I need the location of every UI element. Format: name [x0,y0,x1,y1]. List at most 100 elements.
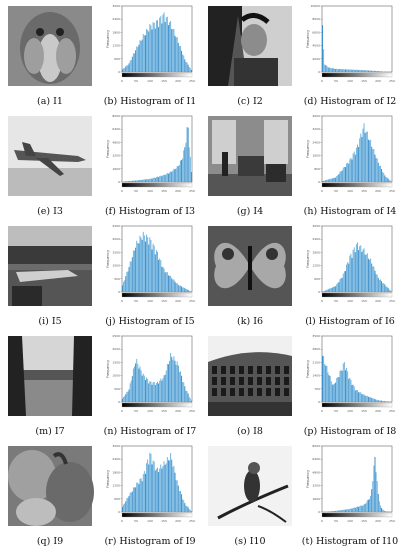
histogram-bar [190,400,192,402]
histogram-bar [182,382,184,402]
y-tick-label: 1400 [312,374,320,378]
histogram-bar [385,511,387,512]
histogram-7: Frequency 0 500 1000 1500 2000 2500 0 50 100 150 20… [106,334,195,413]
figure-row-5: (q) I9 Frequency 0 600 1200 1800 2400 3000 0 50 10… [0,440,402,550]
histogram-panel-I10: Frequency 0 1600 3200 4800 6400 8000 0 50 100 150 2… [300,440,400,550]
image-panel-I8: (o) I8 [200,330,300,440]
histogram-bar [335,382,337,402]
x-tick-label: 200 [375,519,381,523]
histogram-bar [172,466,174,512]
y-tick-label: 2000 [112,237,120,241]
histogram-bar [163,375,165,402]
y-tick-label: 0 [118,290,120,294]
colosseum-image [208,336,292,416]
x-tick-label: 250 [389,409,395,413]
histogram-panel-I3: Frequency 0 1600 3200 4800 6400 8000 0 50 100 150 2… [100,110,200,220]
histogram-bar [126,391,128,402]
histogram-bar [171,171,173,182]
histogram-bar [151,384,153,402]
histogram-bar [173,168,175,182]
y-tick-label: 6400 [112,127,120,131]
y-tick-label: 4800 [112,140,120,144]
histogram-bar [190,172,192,182]
y-tick-label: 3000 [112,444,120,448]
x-tick-label: 50 [134,299,138,303]
histogram-bar [386,511,388,512]
y-tick-label: 4800 [312,470,320,474]
histogram-bar [336,68,338,72]
histogram-bar [154,470,156,512]
histogram-bar [186,127,188,182]
histogram-bar [352,384,354,402]
histogram-bar [372,481,374,512]
y-tick-label: 4000 [312,44,320,48]
histogram-bar [372,398,374,402]
histogram-bar [164,22,166,72]
x-tick-label: 0 [121,189,123,193]
x-tick-label: 50 [334,189,338,193]
histogram-bar [350,253,352,292]
histogram-bar [365,395,367,402]
histogram-bar [179,285,181,292]
x-tick-label: 150 [361,189,367,193]
histogram-bar [330,511,332,512]
histogram-bar [339,68,341,72]
image-panel-I3: (e) I3 [0,110,100,220]
x-tick-label: 100 [147,79,153,83]
histogram-bar [342,509,344,512]
histogram-bar [142,34,144,72]
histogram-bar [365,131,367,182]
histogram-6: Frequency 0 600 1200 1800 2400 3000 0 50 100 150 20… [306,224,395,303]
histogram-bar [344,167,346,182]
histogram-bar [150,453,152,512]
histogram-bar [165,370,167,402]
histogram-bar [388,289,390,292]
histogram-bar [162,175,164,182]
histogram-bar [370,495,372,512]
y-tick-label: 3200 [112,154,120,158]
lake-trees-image [8,336,92,416]
histogram-bar [360,505,362,512]
histogram-bar [348,378,350,402]
histogram-bar [334,177,336,182]
y-tick-label: 1800 [112,470,120,474]
histogram-bar [157,251,158,292]
histogram-bar [143,471,145,512]
histogram-bar [128,267,130,292]
histogram-bar [335,286,337,292]
histogram-bar [183,500,185,512]
histogram-bar [124,280,126,292]
histogram-bar [374,456,376,512]
histogram-bar [343,271,345,292]
histogram-bar [362,394,364,402]
histogram-bar [377,493,379,512]
histogram-bar [389,180,391,182]
image-caption: (c) I2 [237,96,263,107]
histogram-bar [364,503,366,512]
histogram-bar [157,381,158,402]
histogram-bar [132,250,134,292]
histogram-bar [341,170,343,182]
histogram-bar [348,509,350,512]
histogram-bar [176,480,178,512]
histogram-bar [344,270,346,292]
histogram-bar [364,395,366,402]
histogram-bar [124,396,126,402]
histogram-bar [376,274,378,292]
x-tick-label: 250 [189,189,195,193]
histogram-bar [172,359,174,402]
histogram-bar [344,509,346,512]
histogram-bar [336,176,338,182]
histogram-bar [122,69,123,72]
histogram-bar [185,390,187,402]
histogram-bar [176,37,178,72]
histogram-bar [366,395,368,402]
histogram-bar [359,69,361,72]
histogram-bar [329,178,331,182]
histogram-bar [173,28,175,73]
histogram-bar [381,71,383,72]
histogram-bar [159,176,161,182]
intensity-gradient-bar [121,72,193,78]
histogram-bar [155,20,157,72]
histogram-bar [326,289,328,292]
